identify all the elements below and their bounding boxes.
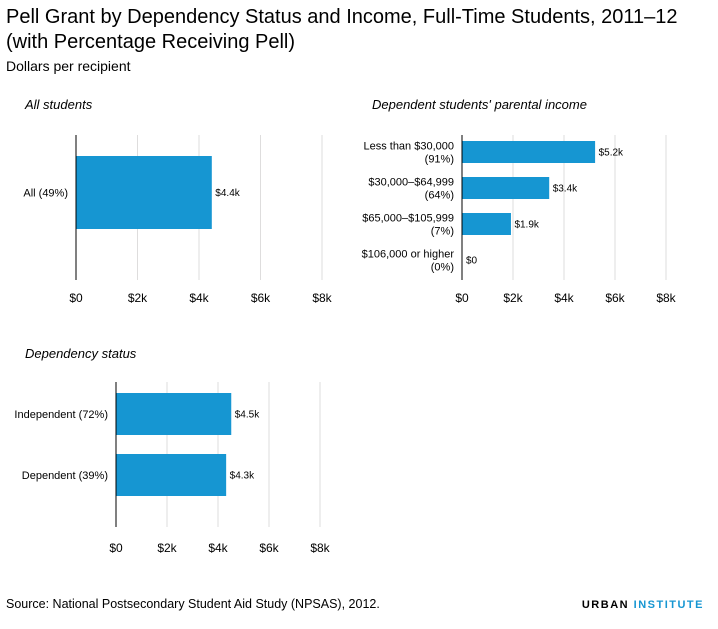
all-tick-label-0: $0	[69, 291, 83, 305]
all-tick-label-2: $4k	[189, 291, 209, 305]
income-tick-label-2: $4k	[554, 291, 574, 305]
logo-secondary: INSTITUTE	[633, 599, 704, 611]
income-category-label-1: $30,000–$64,999 (64%)	[368, 177, 454, 202]
dependency-tick-label-0: $0	[109, 541, 123, 555]
income-value-label-1: $3.4k	[553, 184, 578, 195]
dependency-tick-label-1: $2k	[157, 541, 177, 555]
dependency-bar-1	[116, 454, 227, 496]
income-category-label-3-line-0: $106,000 or higher	[362, 249, 455, 261]
dependency-bar-0	[116, 393, 232, 435]
income-value-label-0: $5.2k	[599, 148, 624, 159]
income-value-label-2: $1.9k	[514, 220, 539, 231]
income-category-label-0-line-1: (91%)	[425, 154, 454, 166]
income-bar-0	[462, 141, 596, 163]
all-value-label-0: $4.4k	[215, 188, 240, 199]
income-category-label-3-line-1: (0%)	[431, 262, 454, 274]
income-tick-label-3: $6k	[605, 291, 625, 305]
dependency-tick-label-3: $6k	[259, 541, 279, 555]
dependency-category-label-0: Independent (72%)	[14, 409, 108, 421]
income-category-label-2: $65,000–$105,999 (7%)	[362, 213, 454, 238]
all-tick-label-3: $6k	[251, 291, 271, 305]
income-bar-2	[462, 213, 511, 235]
income-category-label-2-line-0: $65,000–$105,999	[362, 213, 454, 225]
all-bar-0	[76, 156, 212, 229]
dependency-category-label-1-line-0: Dependent (39%)	[22, 470, 108, 482]
income-category-label-0: Less than $30,000 (91%)	[363, 141, 454, 166]
panel-title-all: All students	[25, 97, 93, 112]
dependency-tick-label-2: $4k	[208, 541, 228, 555]
source-note: Source: National Postsecondary Student A…	[6, 597, 380, 611]
panel-title-income: Dependent students' parental income	[372, 97, 587, 112]
income-category-label-1-line-0: $30,000–$64,999	[368, 177, 454, 189]
panel-title-dependency: Dependency status	[25, 346, 137, 361]
logo-primary: URBAN	[581, 599, 630, 611]
income-bar-1	[462, 177, 550, 199]
income-category-label-2-line-1: (7%)	[431, 226, 454, 238]
urban-institute-logo: URBAN INSTITUTE	[582, 599, 704, 611]
income-category-label-3: $106,000 or higher (0%)	[362, 249, 455, 274]
chart-title: Pell Grant by Dependency Status and Inco…	[6, 6, 678, 53]
all-tick-label-1: $2k	[128, 291, 148, 305]
income-value-label-3: $0	[466, 256, 478, 267]
income-tick-label-0: $0	[455, 291, 469, 305]
income-category-label-1-line-1: (64%)	[425, 190, 454, 202]
all-category-label-0-line-0: All (49%)	[23, 188, 68, 200]
dependency-value-label-1: $4.3k	[230, 471, 255, 482]
income-tick-label-4: $8k	[656, 291, 676, 305]
all-tick-label-4: $8k	[312, 291, 332, 305]
dependency-tick-label-4: $8k	[310, 541, 330, 555]
all-category-label-0: All (49%)	[23, 188, 68, 200]
dependency-value-label-0: $4.5k	[235, 410, 260, 421]
dependency-category-label-0-line-0: Independent (72%)	[14, 409, 108, 421]
income-category-label-0-line-0: Less than $30,000	[363, 141, 454, 153]
dependency-category-label-1: Dependent (39%)	[22, 470, 108, 482]
chart-subtitle: Dollars per recipient	[6, 58, 131, 74]
income-tick-label-1: $2k	[503, 291, 523, 305]
